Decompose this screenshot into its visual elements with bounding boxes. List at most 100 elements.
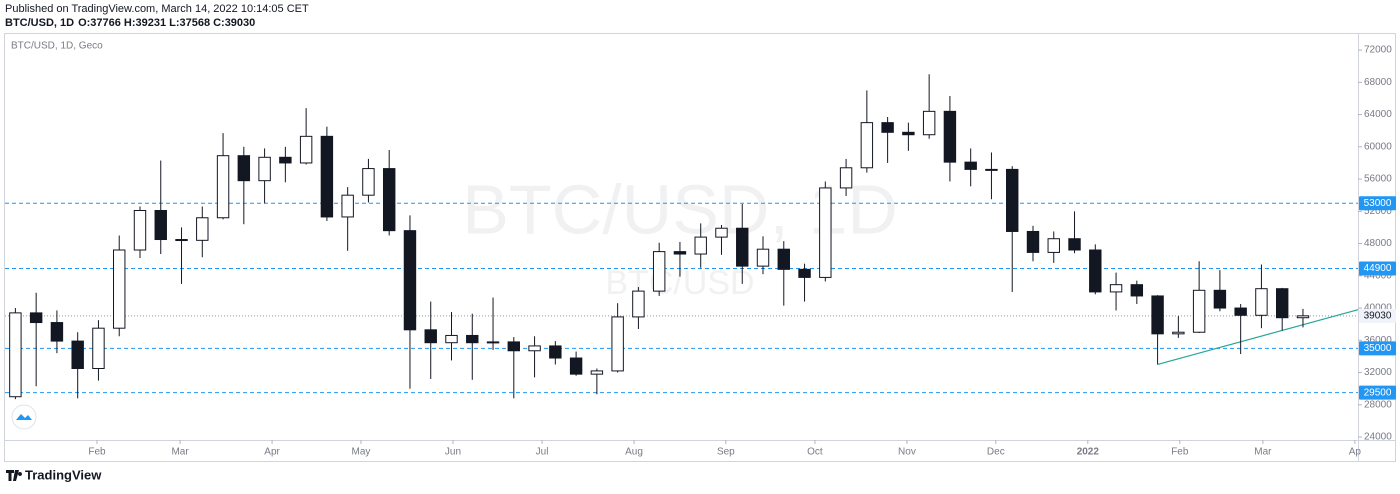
candle-body [756, 248, 770, 267]
price-tag-label: 35000 [1364, 343, 1392, 354]
x-tick-label: Apr [264, 447, 280, 458]
candle-body [382, 168, 396, 232]
price-tag-label: 44900 [1364, 263, 1392, 274]
x-tick-label: Nov [898, 447, 916, 458]
candle-body [29, 312, 43, 324]
candle-body [860, 122, 874, 169]
x-tick-label: Feb [1171, 447, 1189, 458]
candle-body [175, 239, 188, 242]
candle-body [1068, 238, 1081, 251]
candle-body [403, 230, 417, 331]
x-tick-label: Jul [536, 447, 549, 458]
symbol-header: BTC/USD, 1D O:37766 H:39231 L:37568 C:39030 [5, 17, 255, 29]
y-tick-label: 48000 [1364, 238, 1392, 249]
candle-body [652, 251, 666, 292]
candle-body [1151, 295, 1164, 335]
candle-body [341, 194, 354, 218]
x-tick-label: Sep [717, 447, 735, 458]
published-note: Published on TradingView.com, March 14, … [5, 3, 309, 15]
ohlc-value: 39030 [225, 17, 256, 29]
candle-body [632, 290, 645, 318]
candle-body [1296, 315, 1310, 319]
candle-body [798, 268, 811, 278]
candle-body [1213, 289, 1227, 309]
candle-body [362, 168, 375, 196]
y-tick-label: 24000 [1364, 432, 1392, 443]
candle-body [258, 156, 271, 182]
candle-body [881, 122, 894, 133]
candle-body [777, 248, 790, 270]
candle-body [985, 168, 998, 171]
y-tick-label: 64000 [1364, 109, 1392, 120]
candle-body [839, 167, 853, 189]
candle-body [9, 312, 22, 398]
candle-body [590, 370, 604, 375]
y-tick-label: 28000 [1364, 399, 1392, 410]
x-tick-label: Aug [625, 447, 643, 458]
ohlc-label: O: [78, 17, 90, 29]
ohlc-value: 39231 [136, 17, 167, 29]
x-tick-label: Mar [171, 447, 189, 458]
y-tick-label: 68000 [1364, 77, 1392, 88]
candle-body [320, 135, 334, 218]
candle-body [1275, 288, 1289, 319]
price-tag-label: 39030 [1364, 311, 1392, 322]
ohlc-label: C: [213, 17, 225, 29]
candle-body [964, 161, 977, 170]
ohlc-label: L: [169, 17, 179, 29]
candle-body [196, 217, 209, 241]
candle-body [50, 322, 64, 342]
candle-body [715, 227, 728, 238]
candle-body [673, 251, 687, 255]
y-tick-label: 44000 [1364, 270, 1392, 281]
y-tick-label: 36000 [1364, 335, 1392, 346]
x-tick-label: Ap [1349, 447, 1362, 458]
candle-body [1047, 238, 1060, 253]
price-tag [1359, 308, 1396, 323]
candle-body [154, 210, 167, 241]
candle-body [528, 345, 541, 352]
price-tag-label: 53000 [1364, 198, 1392, 209]
watermark: BTC/USD, 1D [462, 170, 898, 248]
candle-body [71, 340, 84, 369]
y-tick-label: 60000 [1364, 141, 1392, 152]
candle-body [92, 327, 105, 369]
candle-body [299, 135, 313, 164]
y-tick-label: 52000 [1364, 206, 1392, 217]
candle-body [237, 155, 251, 182]
candle-body [1192, 289, 1206, 333]
candle-body [445, 334, 458, 344]
candle-body [424, 329, 437, 344]
price-tag-label: 29500 [1364, 387, 1392, 398]
price-tag [1359, 385, 1396, 400]
candle-body [1006, 168, 1019, 232]
candle-body [569, 357, 583, 375]
x-tick-label: Dec [987, 447, 1005, 458]
candle-body [507, 341, 521, 352]
logo: TradingView [25, 467, 102, 482]
candle-body [943, 110, 957, 163]
candle-body [486, 341, 500, 344]
candle-body [279, 156, 292, 164]
candle-body [113, 249, 126, 329]
y-tick-label: 72000 [1364, 45, 1392, 56]
x-tick-label: Feb [88, 447, 106, 458]
chart-legend: BTC/USD, 1D, Geco [11, 41, 103, 52]
candle-body [922, 110, 936, 136]
candle-body [466, 334, 479, 344]
ohlc-value: 37568 [179, 17, 210, 29]
candle-body [1234, 307, 1247, 316]
candle-body [216, 155, 230, 219]
price-tag [1359, 261, 1396, 276]
candle-body [694, 236, 707, 255]
x-tick-label: 2022 [1077, 447, 1100, 458]
candle-body [1026, 230, 1040, 253]
ohlc-value: 37766 [90, 17, 121, 29]
x-tick-label: Mar [1254, 447, 1272, 458]
ohlc-label: H: [124, 17, 136, 29]
price-tag [1359, 341, 1396, 356]
candle-body [549, 345, 562, 359]
frame [4, 33, 1396, 462]
x-tick-label: Oct [807, 447, 823, 458]
